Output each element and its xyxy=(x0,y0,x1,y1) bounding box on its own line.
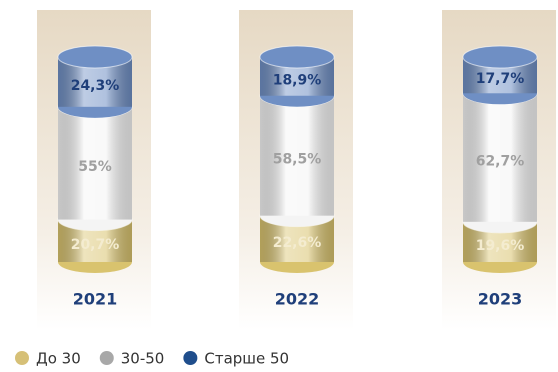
value-label: 55% xyxy=(78,159,112,175)
legend-label: Старше 50 xyxy=(204,350,289,368)
value-label: 62,7% xyxy=(476,154,525,170)
value-label: 20,7% xyxy=(71,237,120,253)
segment-top xyxy=(259,45,335,69)
value-label: 22,6% xyxy=(273,235,322,251)
legend-marker xyxy=(183,351,198,365)
value-label: 19,6% xyxy=(476,238,525,254)
value-label: 58,5% xyxy=(273,152,322,168)
value-label: 24,3% xyxy=(71,78,120,94)
segment-top xyxy=(462,45,538,69)
bar-shade xyxy=(260,95,334,216)
x-tick-label: 2021 xyxy=(73,290,118,309)
legend-label: 30-50 xyxy=(121,350,165,368)
legend-marker xyxy=(15,351,29,365)
legend-label: До 30 xyxy=(36,350,81,368)
bar-shade xyxy=(58,106,132,220)
value-label: 17,7% xyxy=(476,71,525,87)
value-label: 18,9% xyxy=(273,72,322,88)
legend-marker xyxy=(99,351,114,365)
x-tick-label: 2022 xyxy=(275,290,320,309)
x-tick-label: 2023 xyxy=(478,290,523,309)
bar-shade xyxy=(463,93,537,222)
segment-top xyxy=(57,45,133,69)
